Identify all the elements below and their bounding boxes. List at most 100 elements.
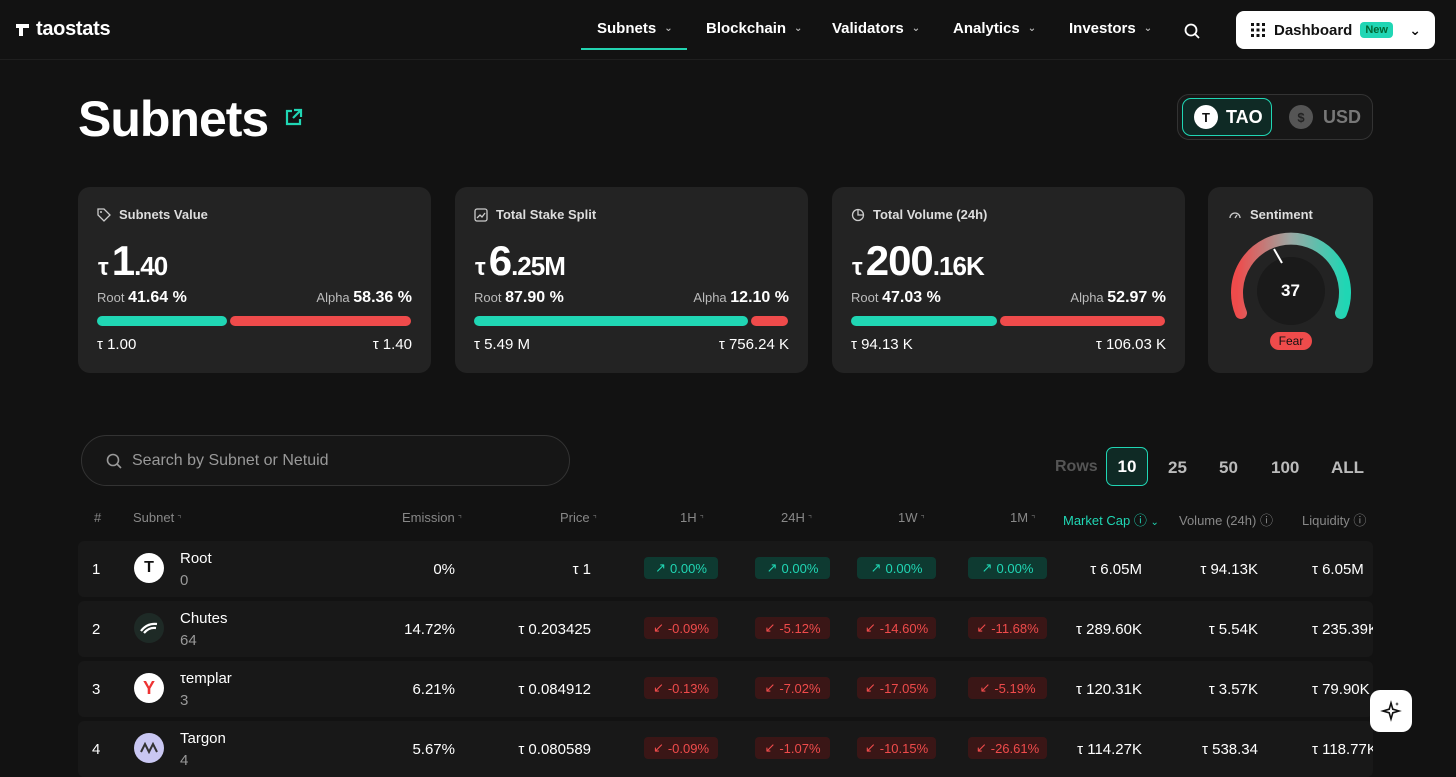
liquidity-value: τ 235.39K: [1312, 621, 1373, 638]
new-badge: New: [1360, 22, 1393, 38]
external-link-icon[interactable]: [284, 108, 303, 132]
nav-analytics[interactable]: Analytics ⌄: [953, 20, 1036, 37]
sparkle-icon: [1380, 700, 1402, 722]
arrow-up-right-icon: ↗: [981, 560, 993, 575]
nav-investors[interactable]: Investors ⌄: [1069, 20, 1152, 37]
volume-value: τ 5.54K: [1208, 621, 1258, 638]
root-avatar-icon: T: [134, 553, 164, 583]
change-h1-pill: ↗ 0.00%: [644, 557, 718, 579]
card-title: Sentiment: [1250, 207, 1313, 222]
volume-value: τ 538.34: [1202, 741, 1258, 758]
col-header-price[interactable]: Price ⌝: [560, 510, 597, 525]
alpha-bar: [751, 316, 788, 326]
rows-option-25[interactable]: 25: [1168, 458, 1187, 477]
rows-option-100[interactable]: 100: [1271, 458, 1300, 477]
dollar-icon: $: [1289, 105, 1313, 129]
search-icon[interactable]: [1184, 23, 1200, 44]
row-index: 1: [92, 561, 101, 578]
table-row[interactable]: [78, 541, 1373, 597]
emission-value: 0%: [433, 561, 455, 578]
currency-usd-option[interactable]: $ USD: [1289, 98, 1361, 136]
subnet-name[interactable]: Chutes: [180, 610, 228, 627]
col-header-1w[interactable]: 1W ⌝: [898, 510, 925, 525]
sentiment-badge: Fear: [1270, 332, 1312, 350]
pie-chart-icon: [851, 208, 865, 221]
arrow-down-left-icon: ↙: [652, 680, 664, 695]
info-icon: ⓘ: [1259, 513, 1273, 528]
change-h24-pill: ↙ -1.07%: [755, 737, 830, 759]
card-title: Total Stake Split: [496, 207, 597, 222]
row-index: 3: [92, 681, 101, 698]
price-value: τ 0.203425: [518, 621, 591, 638]
alpha-value: τ 1.40: [372, 336, 412, 353]
liquidity-value: τ 6.05M: [1312, 561, 1364, 578]
subnet-name[interactable]: τemplar: [180, 670, 232, 687]
usd-label: USD: [1323, 106, 1362, 127]
col-header-emission[interactable]: Emission ⌝: [402, 510, 462, 525]
root-split: Root 47.03 %: [851, 289, 941, 306]
volume-value: τ 94.13K: [1200, 561, 1258, 578]
currency-tao-option[interactable]: T TAO: [1182, 98, 1272, 136]
subnets-value-card: Subnets Value τ1.40 Root 41.64 % Alpha 5…: [78, 187, 431, 373]
logo[interactable]: taostats: [14, 18, 111, 41]
search-icon: [106, 453, 122, 469]
emission-value: 14.72%: [404, 621, 455, 638]
col-header-1m[interactable]: 1M ⌝: [1010, 510, 1036, 525]
col-header-volume[interactable]: Volume (24h) ⓘ: [1179, 513, 1273, 528]
subnet-name[interactable]: Root: [180, 550, 212, 567]
change-h24-pill: ↙ -7.02%: [755, 677, 830, 699]
tao-icon: T: [1194, 105, 1218, 129]
rows-option-50[interactable]: 50: [1219, 458, 1238, 477]
col-header-market-cap[interactable]: Market Cap ⓘ ⌄: [1063, 513, 1159, 528]
arrow-down-left-icon: ↙: [864, 740, 876, 755]
sentiment-card: Sentiment 37 Fear: [1208, 187, 1373, 373]
arrow-down-left-icon: ↙: [979, 680, 991, 695]
nav-subnets[interactable]: Subnets ⌄: [597, 20, 673, 37]
change-w1-pill: ↙ -14.60%: [857, 617, 936, 639]
col-header-index: #: [94, 510, 102, 525]
arrow-up-right-icon: ↗: [766, 560, 778, 575]
col-header-liquidity[interactable]: Liquidity ⓘ: [1302, 513, 1367, 528]
root-value: τ 94.13 K: [851, 336, 913, 353]
page-title: Subnets: [78, 91, 269, 147]
subnet-name[interactable]: Targon: [180, 730, 226, 747]
dashboard-button[interactable]: Dashboard New ⌄: [1236, 11, 1435, 49]
col-header-1h[interactable]: 1H ⌝: [680, 510, 704, 525]
table-row[interactable]: [78, 601, 1373, 657]
ai-assistant-button[interactable]: [1370, 690, 1412, 732]
rows-option-all[interactable]: ALL: [1331, 458, 1365, 477]
gauge-icon: [1229, 211, 1241, 218]
change-h1-pill: ↙ -0.09%: [644, 737, 718, 759]
chevron-down-icon: ⌄: [794, 23, 803, 34]
market-cap-value: τ 6.05M: [1090, 561, 1142, 578]
root-bar: [851, 316, 997, 326]
table-row[interactable]: [78, 661, 1373, 717]
change-h1-pill: ↙ -0.09%: [644, 617, 718, 639]
price-value: τ 1: [572, 561, 591, 578]
alpha-value: τ 756.24 K: [718, 336, 789, 353]
arrow-down-left-icon: ↙: [864, 620, 876, 635]
nav-subnets-label: Subnets: [597, 20, 657, 37]
nav-blockchain[interactable]: Blockchain ⌄: [706, 20, 802, 37]
table-row[interactable]: [78, 721, 1373, 777]
nav-validators[interactable]: Validators ⌄: [832, 20, 920, 37]
change-m1-pill: ↙ -11.68%: [968, 617, 1047, 639]
emission-value: 5.67%: [412, 741, 455, 758]
rows-option-10[interactable]: 10: [1106, 447, 1148, 486]
change-w1-pill: ↗ 0.00%: [857, 557, 936, 579]
change-h1-pill: ↙ -0.13%: [644, 677, 718, 699]
row-index: 4: [92, 741, 101, 758]
sentiment-value: 37: [1281, 281, 1300, 300]
card-title: Subnets Value: [119, 207, 208, 222]
logo-icon: [16, 23, 29, 36]
arrow-down-left-icon: ↙: [652, 740, 664, 755]
chevron-down-icon: ⌄: [911, 23, 921, 34]
col-header-subnet[interactable]: Subnet ⌝: [133, 510, 182, 525]
chevron-down-icon: ⌄: [1143, 23, 1153, 34]
change-w1-pill: ↙ -10.15%: [857, 737, 936, 759]
chevron-down-icon: ⌄: [664, 23, 673, 34]
search-input[interactable]: Search by Subnet or Netuid: [81, 435, 570, 486]
col-header-24h[interactable]: 24H ⌝: [781, 510, 813, 525]
gauge-needle: [1273, 248, 1283, 264]
total-stake-split-card: Total Stake Split τ6.25M Root 87.90 % Al…: [455, 187, 808, 373]
